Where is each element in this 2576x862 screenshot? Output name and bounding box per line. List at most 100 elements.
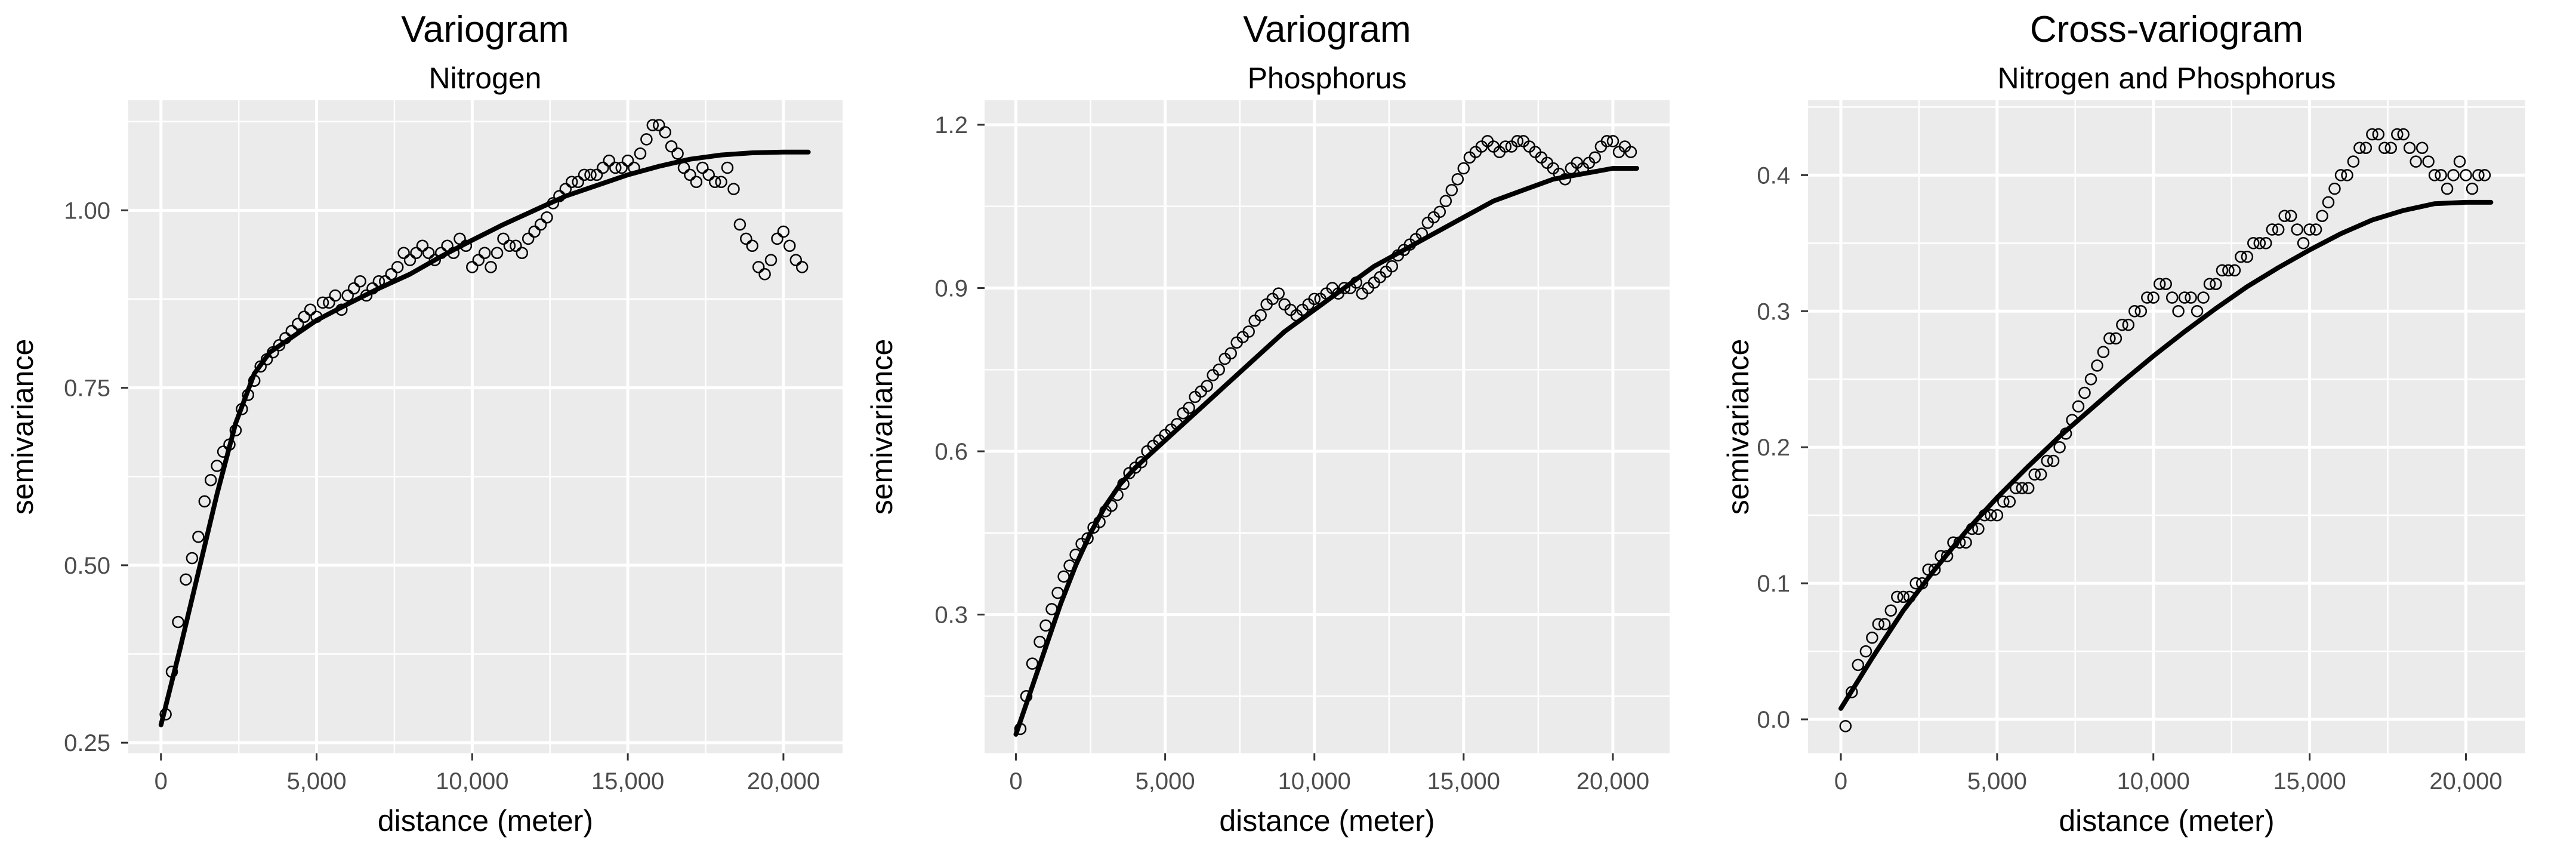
- data-point: [1224, 347, 1237, 360]
- data-point: [534, 218, 547, 231]
- data-point: [2466, 182, 2479, 195]
- data-point: [2403, 141, 2416, 155]
- data-point: [1272, 287, 1285, 300]
- data-point: [1922, 564, 1935, 576]
- data-point: [242, 389, 255, 401]
- data-point: [428, 254, 441, 266]
- data-point: [267, 346, 279, 359]
- data-point: [2297, 237, 2310, 250]
- data-point: [1941, 550, 1954, 562]
- data-point: [2197, 291, 2210, 304]
- data-point: [2353, 141, 2366, 155]
- data-point: [2028, 468, 2041, 481]
- y-tick-label: 1.2: [934, 112, 968, 138]
- data-point: [2241, 250, 2254, 263]
- data-point: [323, 296, 335, 309]
- data-point: [1111, 488, 1124, 501]
- data-point: [1624, 146, 1637, 158]
- data-point: [360, 289, 373, 302]
- data-point: [1559, 173, 1572, 186]
- data-point: [2022, 482, 2035, 494]
- data-point: [1445, 184, 1458, 196]
- data-point: [621, 154, 634, 167]
- data-point: [1093, 516, 1106, 528]
- data-point: [1063, 559, 1076, 572]
- chart-title: Variogram: [1243, 9, 1411, 50]
- data-point: [1866, 632, 1878, 644]
- data-point: [1499, 140, 1512, 153]
- data-point: [721, 161, 734, 174]
- data-point: [1051, 586, 1064, 599]
- data-point: [2153, 278, 2166, 290]
- x-tick-label: 0: [1834, 768, 1847, 795]
- data-point: [2328, 182, 2341, 195]
- data-point: [2453, 155, 2466, 168]
- y-tick-label: 0.4: [1757, 162, 1790, 189]
- data-point: [1846, 686, 1858, 698]
- fitted-model-line: [158, 149, 811, 728]
- data-point: [1308, 293, 1321, 306]
- data-point: [478, 247, 491, 259]
- data-point: [1433, 205, 1446, 218]
- data-point: [2128, 305, 2141, 318]
- data-point: [727, 183, 740, 195]
- chart-title: Cross-variogram: [2030, 9, 2303, 50]
- data-point: [2078, 386, 2091, 399]
- data-point: [254, 360, 267, 373]
- data-point: [1852, 658, 1865, 672]
- data-point: [1171, 418, 1183, 430]
- data-point: [236, 403, 248, 415]
- data-point: [416, 239, 429, 253]
- data-point: [159, 708, 172, 721]
- y-tick-label: 0.1: [1757, 571, 1790, 597]
- data-point: [2435, 169, 2447, 181]
- x-axis-label: distance (meter): [378, 804, 593, 838]
- y-tick-label: 1.00: [64, 198, 110, 224]
- data-point: [653, 119, 665, 131]
- data-point: [696, 161, 709, 174]
- data-point: [2141, 291, 2154, 304]
- data-point: [1201, 380, 1213, 392]
- x-tick-label: 15,000: [591, 768, 664, 795]
- data-point: [2422, 155, 2435, 168]
- data-point: [422, 247, 435, 259]
- data-point: [1254, 309, 1267, 322]
- y-tick-label: 0.9: [934, 276, 968, 302]
- data-point: [1183, 401, 1195, 414]
- data-point: [2165, 291, 2179, 304]
- chart-panel-2: Variogram Phosphorus 0 5,000 10,000 15,000 20,…: [865, 9, 1670, 838]
- data-point: [1242, 325, 1255, 338]
- data-point: [172, 615, 184, 629]
- data-point: [2391, 128, 2404, 141]
- data-point: [2441, 182, 2454, 195]
- y-tick-label: 0.3: [1757, 298, 1790, 325]
- chart-title: Variogram: [401, 9, 569, 50]
- x-axis-label: distance (meter): [2059, 804, 2274, 838]
- x-tick-label: 20,000: [747, 768, 820, 795]
- data-point: [2341, 169, 2353, 181]
- data-point: [1439, 195, 1452, 207]
- data-point: [1020, 690, 1033, 703]
- data-point: [165, 666, 178, 678]
- data-point: [777, 225, 790, 238]
- data-point: [2134, 305, 2148, 318]
- data-point: [553, 190, 566, 202]
- data-point: [2109, 332, 2122, 345]
- data-point: [2347, 155, 2360, 168]
- data-point: [2084, 372, 2097, 386]
- data-point: [1972, 522, 1985, 535]
- data-point: [2016, 482, 2029, 494]
- x-tick-label: 10,000: [2117, 768, 2190, 795]
- y-tick-label: 0.50: [64, 553, 110, 579]
- data-point: [2178, 291, 2191, 304]
- x-tick-label: 5,000: [286, 768, 346, 795]
- data-point: [2116, 318, 2128, 331]
- x-tick-label: 15,000: [1427, 768, 1500, 795]
- y-axis-label: semivariance: [6, 339, 39, 515]
- data-point: [1928, 564, 1941, 576]
- data-point: [1081, 532, 1094, 545]
- data-point: [1117, 478, 1130, 490]
- data-point: [186, 552, 199, 565]
- data-point: [1909, 577, 1922, 590]
- data-point: [2185, 291, 2197, 304]
